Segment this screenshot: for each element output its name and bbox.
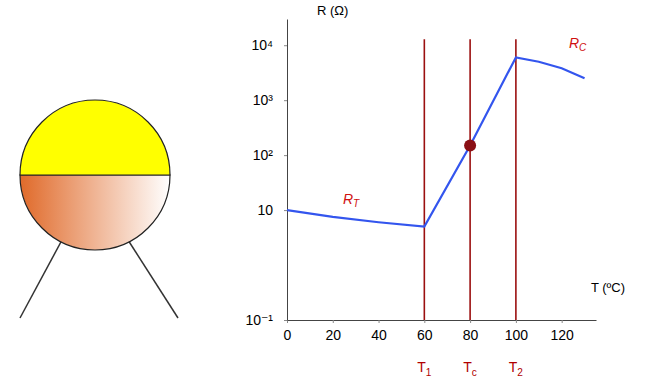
icon-body <box>20 175 170 250</box>
x-tick: 60 <box>417 320 433 343</box>
x-tick-label: 20 <box>325 327 341 343</box>
thermistor-icon <box>20 100 178 318</box>
reference-label: Tc <box>463 359 477 378</box>
x-tick-label: 60 <box>417 327 433 343</box>
y-tick-label: 10⁴ <box>251 37 273 53</box>
y-tick-label: 10 <box>257 202 273 218</box>
y-tick-label: 10³ <box>253 92 274 108</box>
x-axis: 0 20 40 60 80 100 120 <box>284 320 597 343</box>
x-axis-title: T (ºC) <box>591 280 625 295</box>
y-tick: 10³ <box>253 92 287 108</box>
x-tick: 80 <box>463 320 479 343</box>
reference-line <box>515 39 517 320</box>
x-tick: 120 <box>550 320 574 343</box>
reference-label: T2 <box>509 359 524 378</box>
y-axis: 10⁻¹ 10 10² 10³ 10⁴ <box>245 20 287 328</box>
x-tick-label: 40 <box>371 327 387 343</box>
x-tick-label: 120 <box>550 327 574 343</box>
x-tick-mark <box>379 320 380 323</box>
annotation: RC <box>569 35 587 54</box>
y-tick-label: 10² <box>253 147 274 163</box>
x-tick-label: 80 <box>463 327 479 343</box>
chart: 0 20 40 60 80 100 120 10⁻¹ 10 10² 10³ 10⁴ R (Ω) T (ºC… <box>0 0 649 387</box>
y-tick-mark <box>284 210 287 211</box>
y-tick: 10 <box>257 202 287 218</box>
x-axis-line <box>288 320 597 321</box>
x-tick-label: 100 <box>505 327 529 343</box>
y-tick: 10² <box>253 147 287 163</box>
icon-leg <box>20 240 62 318</box>
x-tick: 100 <box>505 320 529 343</box>
y-tick-mark <box>284 155 287 156</box>
icon-cap <box>20 100 170 175</box>
x-tick: 20 <box>325 320 341 343</box>
plot-area <box>287 39 585 320</box>
annotation: RT <box>343 191 360 210</box>
reference-label: T1 <box>417 359 432 378</box>
icon-leg <box>128 240 178 318</box>
reference-line <box>424 39 426 320</box>
highlight-point <box>464 139 476 151</box>
y-tick-mark <box>284 45 287 46</box>
curve <box>287 57 585 226</box>
y-tick-mark <box>284 320 287 321</box>
reference-line <box>469 39 471 320</box>
x-tick-label: 0 <box>284 327 292 343</box>
x-tick-mark <box>470 320 471 323</box>
x-tick: 40 <box>371 320 387 343</box>
y-tick-label: 10⁻¹ <box>245 312 273 328</box>
x-tick-mark <box>562 320 563 323</box>
y-tick: 10⁻¹ <box>245 312 287 328</box>
x-tick: 0 <box>284 320 292 343</box>
x-tick-mark <box>424 320 425 323</box>
x-tick-mark <box>516 320 517 323</box>
y-axis-title: R (Ω) <box>317 3 348 18</box>
y-axis-line <box>287 20 288 321</box>
y-tick-mark <box>284 100 287 101</box>
y-tick: 10⁴ <box>251 37 287 53</box>
x-tick-mark <box>333 320 334 323</box>
